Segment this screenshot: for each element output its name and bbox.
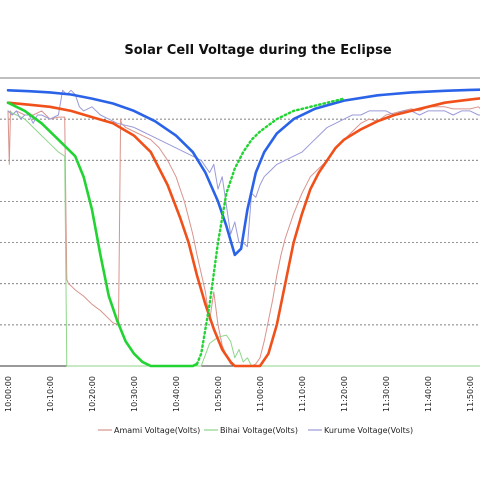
x-tick-label: 11:10:00 <box>298 376 307 412</box>
series-layer <box>6 88 480 368</box>
x-tick-label: 11:00:00 <box>256 376 265 412</box>
fit-curve-orange <box>6 97 480 368</box>
legend-label: Kurume Voltage(Volts) <box>324 426 413 435</box>
x-tick-label: 11:40:00 <box>424 376 433 412</box>
x-tick-label: 10:30:00 <box>130 376 139 412</box>
legend-label: Bihai Voltage(Volts) <box>220 426 298 435</box>
fit-curve-green <box>6 101 199 368</box>
legend: Amami Voltage(Volts) Bihai Voltage(Volts)… <box>98 426 413 435</box>
x-tick-label: 10:40:00 <box>172 376 181 412</box>
x-tick-label: 11:50:00 <box>466 376 475 412</box>
x-tick-label: 10:20:00 <box>88 376 97 412</box>
legend-label: Amami Voltage(Volts) <box>114 426 200 435</box>
x-tick-label: 11:20:00 <box>340 376 349 412</box>
fit-curve-blue <box>6 88 480 257</box>
series-line-bihai <box>7 110 480 367</box>
grid-layer <box>0 77 480 367</box>
x-tick-label: 11:30:00 <box>382 376 391 412</box>
x-tick-label: 10:10:00 <box>46 376 55 412</box>
chart-title: Solar Cell Voltage during the Eclipse <box>124 43 391 58</box>
x-tick-label: 10:50:00 <box>214 376 223 412</box>
fit-curve-green-dotted <box>195 97 346 366</box>
x-tick-label: 10:00:00 <box>4 376 13 412</box>
x-axis-ticks: 10:00:00 10:10:00 10:20:00 10:30:00 10:40:00… <box>4 376 475 412</box>
